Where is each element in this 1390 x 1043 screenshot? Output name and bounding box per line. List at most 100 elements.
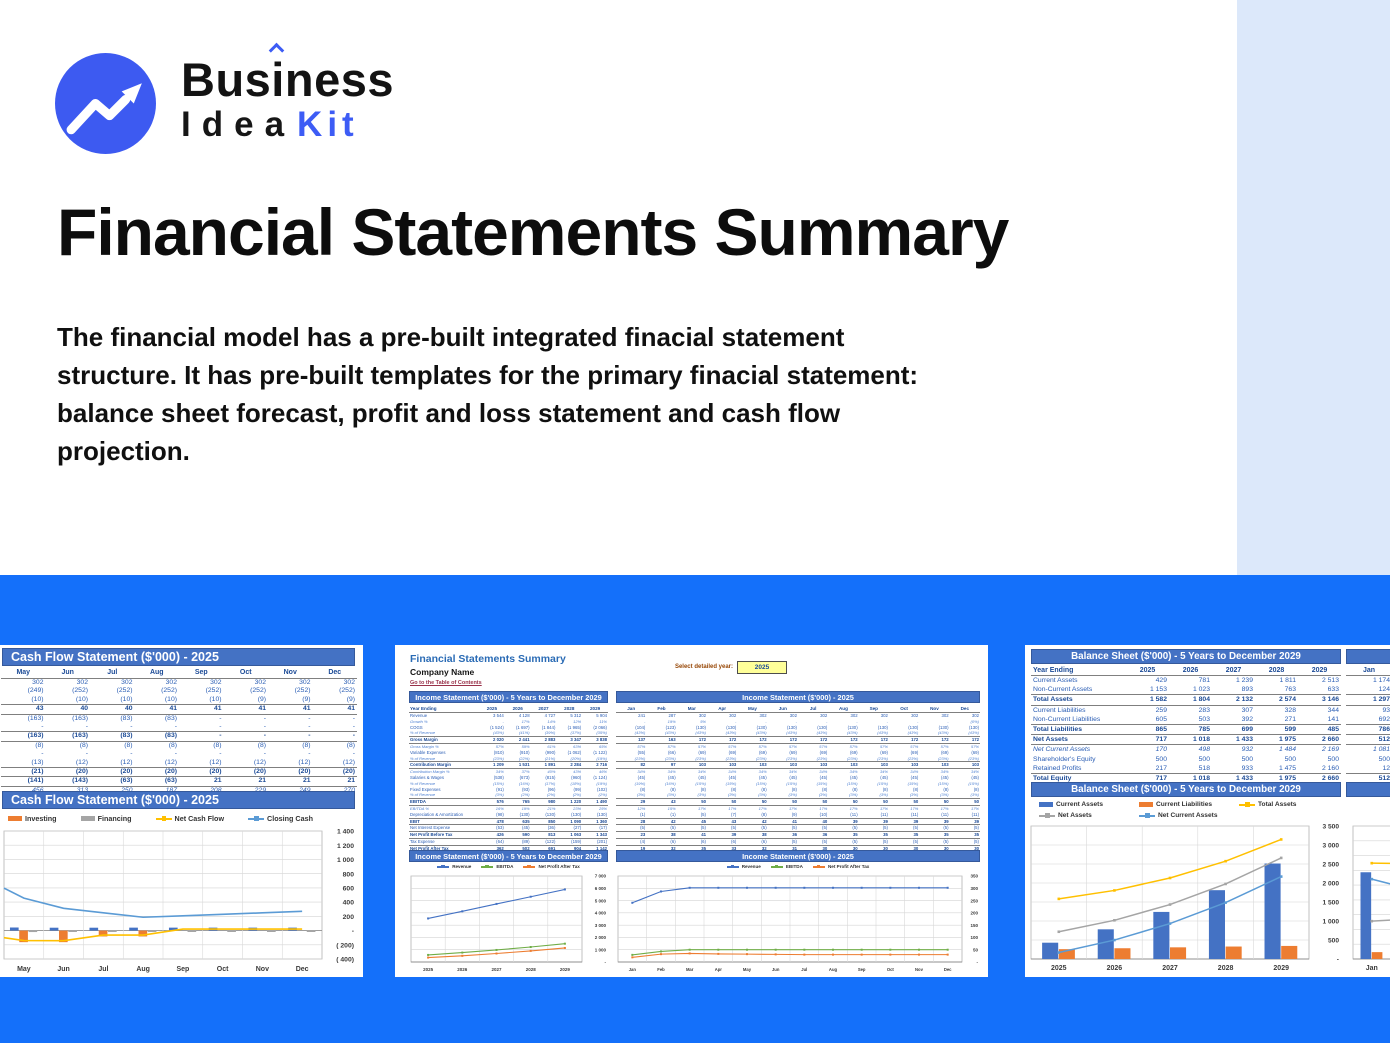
table-cell: (163) (45, 731, 90, 742)
table-cell: (22%) (518, 755, 530, 761)
table-cell: 43% (573, 769, 582, 775)
table-row: 12% 15% 17% 17% 17% 17% 17% 17% 17% 17% 17% 17% (616, 805, 980, 811)
legend-label: Net Assets (1058, 812, 1092, 819)
table-cell: 39 (949, 817, 980, 826)
table-cell: 1 475 (1278, 764, 1296, 772)
table-cell: (5) (700, 811, 706, 817)
table-cell: 35 (949, 831, 980, 839)
table-row-revenue: Revenue 3 544 4 128 4 727 5 312 5 904 (409, 713, 608, 719)
year-select-input[interactable]: 2025 (737, 661, 787, 674)
table-row: 23 38 41 39 38 36 36 35 35 35 35 35 (616, 831, 980, 839)
table-cell: 50 (919, 798, 950, 806)
table-cell: 2 160 (1321, 764, 1339, 772)
table-cell: (43%) (695, 730, 706, 736)
table-cell: 57% (495, 743, 504, 749)
table-cell: (45) (910, 774, 919, 780)
table-cell: 17% (728, 805, 737, 811)
table-cell: (2 066) (593, 724, 607, 730)
legend-label: Net Profit After Tax (538, 864, 580, 869)
table-cell: (69) (849, 749, 858, 755)
table-cell: (11) (850, 811, 858, 817)
income-statement-2025-svg: 350 300 250 200 150 100 50 - Jan Feb Mar Apr May Jun J… (617, 874, 979, 972)
table-cell: - (308, 750, 311, 758)
table-cell: 17% (788, 805, 797, 811)
table-row: (3%) (3%) (3%) (3%) (3%) (3%) (3%) (3%) (3%) (3%)… (616, 792, 980, 798)
column-header: Dec (312, 668, 357, 679)
page-title: Financial Statements Summary (57, 195, 1009, 269)
svg-text:2 000: 2 000 (1322, 881, 1339, 888)
table-cell: 50 (706, 798, 738, 806)
svg-text:400: 400 (343, 900, 355, 907)
table-cell: 34% (637, 769, 646, 775)
table-cell: 103 (888, 761, 920, 770)
table-cell: (8) (302, 741, 311, 749)
table-cell: - (312, 731, 357, 742)
intro-line: projection. (57, 436, 190, 466)
row-label: Retained Profits (1033, 764, 1082, 772)
legend-label: Financing (97, 814, 132, 823)
table-cell: (69) (728, 749, 737, 755)
table-row-of-revenue: % of Revenue (15%) (16%) (17%) (18%) (19%) (409, 781, 608, 787)
table-cell: 249 (268, 786, 313, 795)
table-row: -------- (1, 723, 357, 732)
table-row-depreciation-amortization: Depreciation & Amortization (98) (130) (130… (409, 812, 608, 818)
table-cell: (130) (571, 811, 582, 817)
table-cell: (6) (700, 838, 706, 844)
table-cell: (20) (223, 767, 268, 778)
table-cell: (6) (731, 838, 737, 844)
svg-text:200: 200 (970, 911, 978, 916)
table-cell: (8) (168, 741, 177, 749)
table-cell: (43%) (877, 730, 888, 736)
table-cell: (45) (849, 774, 858, 780)
svg-text:-: - (605, 960, 607, 965)
table-cell: (45) (728, 774, 737, 780)
table-cell: 17% (849, 805, 858, 811)
table-cell: (6) (761, 838, 767, 844)
cash-flow-monthly-table: May Jun Jul Aug Sep Oct Nov Dec 302 302 302 302 302 3… (1, 668, 357, 795)
table-cell: 302 (121, 679, 133, 686)
table-cell: - (263, 714, 266, 722)
table-cell: (960) (571, 774, 582, 780)
table-cell: (2%) (572, 792, 582, 798)
table-cell: 485 (1298, 724, 1341, 736)
table-cell: 43 (1, 704, 46, 715)
table-row: 82 97 103 103 103 103 103 103 103 103 103 103 (616, 761, 980, 770)
legend-swatch-icon (437, 864, 450, 868)
table-of-contents-link[interactable]: Go to the Table of Contents (410, 680, 482, 686)
table-cell: 503 (1198, 715, 1210, 723)
table-cell: 172 (888, 736, 920, 744)
table-cell: 15% (667, 805, 676, 811)
legend-label: Current Liabilities (1156, 801, 1213, 808)
table-cell: - (502, 718, 504, 724)
table-row: (1) (1) (5) (7) (8) (9) (10) (11) (11) (11) (11) (1… (616, 812, 980, 818)
header-row: Year Ending 2025 2026 2027 2028 2029 (409, 705, 608, 713)
table-cell: (1 062) (567, 749, 582, 755)
table-row: 786 (1346, 724, 1390, 736)
table-cell: (8) (257, 741, 266, 749)
table-cell: 1 490 (582, 798, 608, 806)
table-cell: 21 (312, 776, 357, 787)
table-cell: 46% (598, 769, 607, 775)
table-cell: (130) (596, 811, 607, 817)
table-cell: (45) (668, 774, 676, 780)
bar-investing (98, 930, 108, 937)
bar-operating (49, 927, 59, 931)
table-cell: - (352, 723, 355, 731)
table-cell: 605 (1155, 715, 1167, 723)
table-cell: (20%) (570, 755, 582, 761)
table-cell: 103 (706, 761, 738, 770)
table-cell: (5) (761, 825, 767, 831)
table-cell: (12) (164, 758, 177, 766)
legend-swatch-icon (80, 816, 95, 821)
column-header: Oct (888, 705, 920, 713)
table-cell: - (41, 750, 44, 758)
table-cell: 39 (888, 817, 920, 826)
balance-chart-legend: Current Assets Current Liabilities Total A… (1039, 801, 1341, 823)
table-row-growth: Growth % - 17% 14% 12% 11% (409, 719, 608, 725)
svg-text:2029: 2029 (1273, 965, 1289, 972)
table-cell: (43%) (907, 730, 919, 736)
table-cell: (5) (973, 825, 979, 831)
table-cell: (23%) (937, 755, 949, 761)
table-cell: 41 (179, 704, 224, 715)
